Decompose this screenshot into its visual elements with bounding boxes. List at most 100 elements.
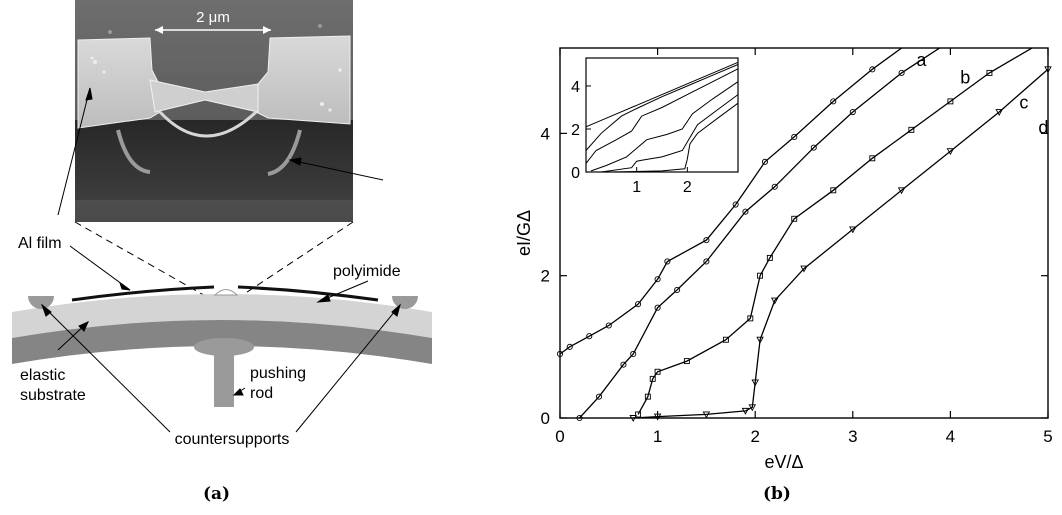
caption-a: (a) bbox=[203, 484, 231, 504]
panel-a: 2 μm bbox=[0, 0, 470, 510]
data-point-b bbox=[742, 208, 749, 215]
annotation-arrows bbox=[40, 87, 401, 433]
data-point-c bbox=[986, 69, 993, 76]
inset-curve-5 bbox=[601, 94, 739, 173]
x-axis-label: eV/Δ bbox=[764, 452, 803, 472]
x-tick-label: 1 bbox=[653, 427, 662, 446]
data-point-d bbox=[751, 379, 759, 387]
main-plot-frame bbox=[559, 47, 1049, 419]
data-point-c bbox=[649, 375, 656, 382]
label-countersupports: countersupports bbox=[175, 431, 290, 448]
data-point-a bbox=[586, 333, 593, 340]
label-elastic-substrate-line2: substrate bbox=[20, 387, 86, 404]
y-tick-label: 2 bbox=[541, 267, 550, 286]
inset-x-tick-label: 1 bbox=[632, 179, 641, 196]
inset-curve-2 bbox=[585, 64, 739, 151]
data-point-c bbox=[908, 126, 915, 133]
series-label-c: c bbox=[1019, 92, 1028, 112]
inset-y-tick-label: 2 bbox=[571, 122, 580, 139]
data-point-a bbox=[869, 66, 876, 73]
data-point-a bbox=[703, 237, 710, 244]
sem-micrograph bbox=[75, 0, 353, 222]
data-point-b bbox=[620, 361, 627, 368]
caption-b: (b) bbox=[763, 484, 791, 504]
data-point-c bbox=[635, 411, 642, 418]
label-pushing-rod: pushing rod bbox=[250, 365, 311, 402]
bending-substrate bbox=[12, 285, 432, 407]
x-tick-label: 3 bbox=[848, 427, 857, 446]
series-label-d: d bbox=[1038, 117, 1048, 137]
data-point-d bbox=[800, 265, 808, 273]
data-point-b bbox=[810, 144, 817, 151]
inset-y-tick-label: 0 bbox=[571, 165, 580, 182]
x-tick-label: 2 bbox=[750, 427, 759, 446]
series-line-a bbox=[560, 48, 903, 355]
data-point-c bbox=[757, 272, 764, 279]
data-point-d bbox=[756, 336, 764, 344]
data-point-d bbox=[849, 226, 857, 234]
data-point-c bbox=[791, 215, 798, 222]
data-point-a bbox=[664, 258, 671, 265]
data-point-d bbox=[653, 413, 662, 421]
label-elastic-substrate-line1: elastic bbox=[20, 367, 65, 384]
series-line-d bbox=[633, 68, 1048, 418]
data-point-b bbox=[703, 258, 710, 265]
data-point-a bbox=[830, 98, 837, 105]
data-point-d bbox=[995, 109, 1003, 116]
y-tick-label: 4 bbox=[541, 124, 550, 143]
scale-bar: 2 μm bbox=[155, 9, 271, 34]
data-point-b bbox=[849, 108, 856, 116]
data-point-c bbox=[722, 336, 729, 343]
inset-curve-4 bbox=[590, 81, 739, 172]
inset-y-tick-label: 4 bbox=[571, 79, 580, 96]
data-point-c bbox=[830, 187, 837, 194]
inset-frame bbox=[585, 57, 739, 173]
series-line-b bbox=[579, 48, 941, 418]
data-point-c bbox=[747, 315, 754, 322]
label-pushing-rod-line1: pushing bbox=[250, 365, 306, 382]
data-point-d bbox=[897, 187, 906, 195]
scale-bar-label: 2 μm bbox=[196, 9, 230, 26]
x-tick-label: 4 bbox=[946, 427, 955, 446]
device-schematic: 2 μm bbox=[12, 0, 432, 448]
data-point-c bbox=[683, 358, 690, 365]
iv-chart: 0 1 2 3 4 5 0 2 4 eV/Δ eI/GΔ a b cd 1 2 0 2 4 bbox=[514, 47, 1053, 472]
inset-curve-1 bbox=[585, 61, 739, 128]
data-point-b bbox=[576, 414, 583, 422]
inset-curve-3 bbox=[585, 68, 739, 164]
series-label-a: a bbox=[916, 50, 927, 70]
data-point-d bbox=[1044, 66, 1052, 74]
y-tick-label: 0 bbox=[541, 409, 550, 428]
data-point-c bbox=[644, 393, 651, 400]
data-point-c bbox=[947, 98, 954, 105]
label-polyimide: polyimide bbox=[333, 263, 401, 280]
data-point-a bbox=[791, 133, 798, 140]
data-point-b bbox=[898, 69, 905, 76]
data-point-a bbox=[654, 276, 661, 283]
data-point-b bbox=[654, 304, 661, 311]
data-point-a bbox=[605, 322, 612, 329]
data-point-b bbox=[771, 183, 778, 190]
data-point-b bbox=[630, 350, 637, 358]
label-elastic-substrate: elastic substrate bbox=[20, 367, 86, 404]
data-point-c bbox=[654, 368, 661, 375]
x-tick-label: 0 bbox=[555, 427, 564, 446]
series-line-c bbox=[637, 48, 1034, 415]
data-point-a bbox=[566, 343, 573, 350]
data-point-d bbox=[770, 297, 779, 305]
series-label-b: b bbox=[960, 68, 970, 88]
label-al-film: Al film bbox=[18, 235, 62, 252]
data-point-b bbox=[595, 393, 603, 400]
data-point-c bbox=[869, 155, 876, 162]
panel-b: 0 1 2 3 4 5 0 2 4 eV/Δ eI/GΔ a b c d 1 2 0 2 4 (b) bbox=[500, 0, 1062, 510]
inset-curve-6 bbox=[611, 102, 739, 173]
data-point-c bbox=[766, 254, 773, 261]
data-point-a bbox=[556, 350, 564, 358]
data-point-a bbox=[761, 158, 769, 165]
data-point-a bbox=[732, 201, 739, 208]
data-point-d bbox=[702, 411, 711, 419]
data-point-d bbox=[748, 404, 757, 412]
data-point-a bbox=[635, 301, 642, 308]
data-point-d bbox=[946, 148, 955, 156]
data-point-d bbox=[741, 407, 750, 415]
